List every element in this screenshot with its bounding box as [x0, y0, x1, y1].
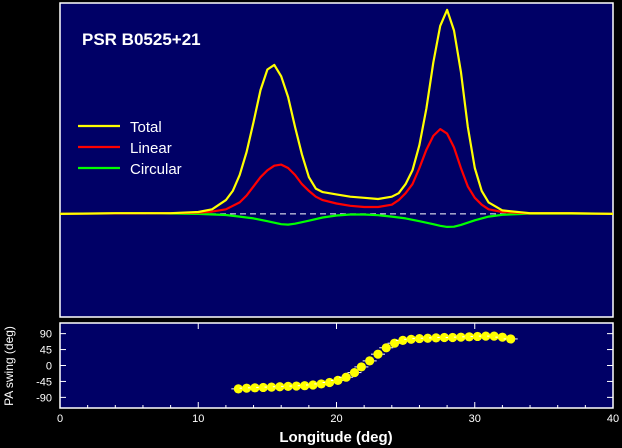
y-tick-label: 45 — [40, 345, 52, 357]
pa-point — [233, 384, 243, 394]
pa-point — [365, 356, 375, 366]
y-axis-label: PA swing (deg) — [2, 326, 16, 406]
pa-point — [464, 332, 474, 342]
series-line-linear — [59, 128, 614, 215]
pa-point — [356, 362, 366, 372]
y-tick-label: 90 — [40, 329, 52, 341]
y-tick-label: 0 — [46, 361, 52, 373]
y-tick-label: -45 — [36, 376, 52, 388]
pa-point — [414, 333, 425, 344]
pa-plot-area — [231, 331, 518, 394]
pa-point — [291, 381, 302, 391]
pa-point — [300, 381, 310, 391]
pa-point — [481, 331, 491, 341]
pa-point — [316, 379, 326, 389]
pa-point — [242, 383, 252, 393]
pa-point — [258, 382, 268, 393]
pa-point — [506, 334, 516, 344]
x-tick-label: 40 — [607, 413, 619, 425]
pa-point — [341, 372, 351, 382]
pa-point — [275, 382, 285, 392]
chart-title: PSR B0525+21 — [82, 30, 201, 49]
pa-point — [497, 332, 507, 342]
pa-point — [283, 381, 293, 391]
pa-axes: 0 10 20 30 40 90 45 0 -45 -90 — [36, 323, 619, 425]
pa-point — [472, 331, 483, 342]
pa-point — [406, 334, 416, 344]
pa-point — [398, 335, 408, 345]
series-line-circular — [59, 212, 614, 228]
legend-label-circular: Circular — [130, 161, 182, 178]
pa-point — [324, 377, 335, 388]
pa-point — [250, 383, 260, 393]
pa-point — [439, 332, 449, 343]
profile-plot-area — [59, 8, 614, 228]
pa-point — [333, 375, 343, 385]
pa-point — [308, 380, 318, 390]
y-tick-label: -90 — [36, 392, 52, 404]
pa-panel — [59, 322, 614, 409]
pa-point — [489, 331, 499, 341]
pa-point — [456, 332, 466, 342]
legend-label-linear: Linear — [130, 140, 172, 157]
pa-point — [266, 382, 277, 392]
profile-panel — [59, 2, 614, 318]
pa-point — [349, 367, 360, 378]
pa-point — [381, 343, 391, 353]
x-tick-label: 0 — [57, 413, 63, 425]
x-tick-label: 30 — [469, 413, 481, 425]
pa-point — [373, 349, 383, 359]
pa-point — [431, 333, 441, 343]
legend: Total Linear Circular — [78, 119, 182, 178]
x-tick-label: 20 — [330, 413, 342, 425]
series-line-total — [59, 8, 614, 215]
x-axis-label: Longitude (deg) — [279, 429, 392, 446]
pa-point — [423, 333, 433, 343]
pa-point — [389, 338, 400, 348]
legend-label-total: Total — [130, 119, 162, 136]
pa-point — [448, 332, 458, 343]
x-tick-label: 10 — [192, 413, 204, 425]
